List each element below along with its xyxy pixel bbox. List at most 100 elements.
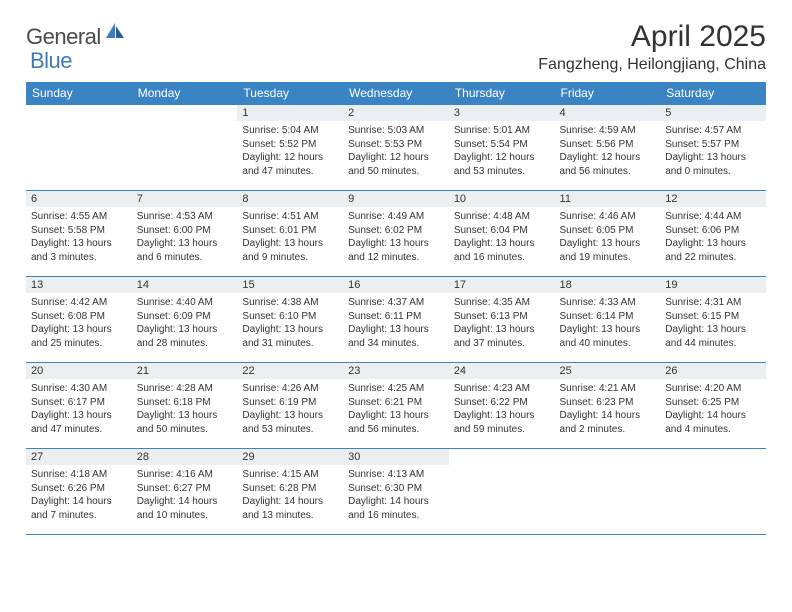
day-cell: 10Sunrise: 4:48 AMSunset: 6:04 PMDayligh… (449, 191, 555, 277)
day-details: Sunrise: 4:15 AMSunset: 6:28 PMDaylight:… (237, 465, 343, 524)
day-cell: 16Sunrise: 4:37 AMSunset: 6:11 PMDayligh… (343, 277, 449, 363)
sunrise-text: Sunrise: 4:59 AM (560, 124, 656, 138)
daylight-text: Daylight: 14 hours and 13 minutes. (242, 495, 338, 522)
daylight-text: Daylight: 13 hours and 53 minutes. (242, 409, 338, 436)
day-cell: 7Sunrise: 4:53 AMSunset: 6:00 PMDaylight… (132, 191, 238, 277)
day-number: 14 (132, 277, 238, 293)
weekday-header: Wednesday (343, 82, 449, 105)
day-number: 17 (449, 277, 555, 293)
sunset-text: Sunset: 5:53 PM (348, 138, 444, 152)
day-number: 30 (343, 449, 449, 465)
sunset-text: Sunset: 5:58 PM (31, 224, 127, 238)
day-number: 7 (132, 191, 238, 207)
day-number: 8 (237, 191, 343, 207)
day-number: 6 (26, 191, 132, 207)
day-details: Sunrise: 4:57 AMSunset: 5:57 PMDaylight:… (660, 121, 766, 180)
sunrise-text: Sunrise: 4:20 AM (665, 382, 761, 396)
sunrise-text: Sunrise: 4:42 AM (31, 296, 127, 310)
daylight-text: Daylight: 12 hours and 50 minutes. (348, 151, 444, 178)
sunset-text: Sunset: 6:15 PM (665, 310, 761, 324)
day-cell (26, 105, 132, 191)
day-number: 3 (449, 105, 555, 121)
sunrise-text: Sunrise: 4:57 AM (665, 124, 761, 138)
weekday-header: Monday (132, 82, 238, 105)
sunrise-text: Sunrise: 4:55 AM (31, 210, 127, 224)
sunrise-text: Sunrise: 5:04 AM (242, 124, 338, 138)
sunrise-text: Sunrise: 4:25 AM (348, 382, 444, 396)
week-row: 6 Sunrise: 4:55 AMSunset: 5:58 PMDaylight… (26, 191, 766, 277)
sunset-text: Sunset: 5:56 PM (560, 138, 656, 152)
day-details: Sunrise: 4:23 AMSunset: 6:22 PMDaylight:… (449, 379, 555, 438)
sunset-text: Sunset: 5:52 PM (242, 138, 338, 152)
day-cell: 4Sunrise: 4:59 AMSunset: 5:56 PMDaylight… (555, 105, 661, 191)
day-cell: 13Sunrise: 4:42 AMSunset: 6:08 PMDayligh… (26, 277, 132, 363)
sunrise-text: Sunrise: 4:46 AM (560, 210, 656, 224)
sunset-text: Sunset: 5:57 PM (665, 138, 761, 152)
sunrise-text: Sunrise: 4:37 AM (348, 296, 444, 310)
day-cell: 3Sunrise: 5:01 AMSunset: 5:54 PMDaylight… (449, 105, 555, 191)
daylight-text: Daylight: 13 hours and 59 minutes. (454, 409, 550, 436)
day-cell: 11Sunrise: 4:46 AMSunset: 6:05 PMDayligh… (555, 191, 661, 277)
day-cell: 22Sunrise: 4:26 AMSunset: 6:19 PMDayligh… (237, 363, 343, 449)
sunrise-text: Sunrise: 4:26 AM (242, 382, 338, 396)
day-details: Sunrise: 4:37 AMSunset: 6:11 PMDaylight:… (343, 293, 449, 352)
daylight-text: Daylight: 13 hours and 56 minutes. (348, 409, 444, 436)
day-number: 1 (237, 105, 343, 121)
sunrise-text: Sunrise: 4:51 AM (242, 210, 338, 224)
day-details: Sunrise: 4:35 AMSunset: 6:13 PMDaylight:… (449, 293, 555, 352)
daylight-text: Daylight: 13 hours and 0 minutes. (665, 151, 761, 178)
sunset-text: Sunset: 6:25 PM (665, 396, 761, 410)
day-number: 29 (237, 449, 343, 465)
day-cell: 25Sunrise: 4:21 AMSunset: 6:23 PMDayligh… (555, 363, 661, 449)
day-number: 4 (555, 105, 661, 121)
brand-text-1: General (26, 24, 101, 50)
daylight-text: Daylight: 14 hours and 2 minutes. (560, 409, 656, 436)
calendar-table: Sunday Monday Tuesday Wednesday Thursday… (26, 82, 766, 535)
day-cell (555, 449, 661, 535)
sunrise-text: Sunrise: 4:48 AM (454, 210, 550, 224)
sunset-text: Sunset: 6:14 PM (560, 310, 656, 324)
daylight-text: Daylight: 13 hours and 40 minutes. (560, 323, 656, 350)
sunrise-text: Sunrise: 4:49 AM (348, 210, 444, 224)
sunset-text: Sunset: 5:54 PM (454, 138, 550, 152)
sunset-text: Sunset: 6:04 PM (454, 224, 550, 238)
daylight-text: Daylight: 13 hours and 3 minutes. (31, 237, 127, 264)
sunrise-text: Sunrise: 4:38 AM (242, 296, 338, 310)
sunrise-text: Sunrise: 4:15 AM (242, 468, 338, 482)
sunrise-text: Sunrise: 4:13 AM (348, 468, 444, 482)
week-row: 27Sunrise: 4:18 AMSunset: 6:26 PMDayligh… (26, 449, 766, 535)
day-cell: 2Sunrise: 5:03 AMSunset: 5:53 PMDaylight… (343, 105, 449, 191)
day-number: 9 (343, 191, 449, 207)
day-cell: 5Sunrise: 4:57 AMSunset: 5:57 PMDaylight… (660, 105, 766, 191)
daylight-text: Daylight: 13 hours and 28 minutes. (137, 323, 233, 350)
week-row: 13Sunrise: 4:42 AMSunset: 6:08 PMDayligh… (26, 277, 766, 363)
daylight-text: Daylight: 13 hours and 44 minutes. (665, 323, 761, 350)
sunrise-text: Sunrise: 4:53 AM (137, 210, 233, 224)
week-row: 20Sunrise: 4:30 AMSunset: 6:17 PMDayligh… (26, 363, 766, 449)
title-block: April 2025 Fangzheng, Heilongjiang, Chin… (538, 20, 766, 74)
day-cell (132, 105, 238, 191)
day-number: 27 (26, 449, 132, 465)
day-details: Sunrise: 5:04 AMSunset: 5:52 PMDaylight:… (237, 121, 343, 180)
day-details: Sunrise: 4:59 AMSunset: 5:56 PMDaylight:… (555, 121, 661, 180)
sunset-text: Sunset: 6:09 PM (137, 310, 233, 324)
daylight-text: Daylight: 12 hours and 47 minutes. (242, 151, 338, 178)
brand-text-2-wrap: Blue (30, 48, 72, 74)
day-details: Sunrise: 4:51 AMSunset: 6:01 PMDaylight:… (237, 207, 343, 266)
day-cell: 15Sunrise: 4:38 AMSunset: 6:10 PMDayligh… (237, 277, 343, 363)
day-cell (660, 449, 766, 535)
sunset-text: Sunset: 6:01 PM (242, 224, 338, 238)
sunset-text: Sunset: 6:18 PM (137, 396, 233, 410)
day-cell: 20Sunrise: 4:30 AMSunset: 6:17 PMDayligh… (26, 363, 132, 449)
sunset-text: Sunset: 6:17 PM (31, 396, 127, 410)
day-details: Sunrise: 4:42 AMSunset: 6:08 PMDaylight:… (26, 293, 132, 352)
daylight-text: Daylight: 14 hours and 10 minutes. (137, 495, 233, 522)
daylight-text: Daylight: 14 hours and 16 minutes. (348, 495, 444, 522)
day-cell: 12Sunrise: 4:44 AMSunset: 6:06 PMDayligh… (660, 191, 766, 277)
sunset-text: Sunset: 6:10 PM (242, 310, 338, 324)
calendar-page: General April 2025 Fangzheng, Heilongjia… (0, 0, 792, 545)
day-cell: 23Sunrise: 4:25 AMSunset: 6:21 PMDayligh… (343, 363, 449, 449)
sunrise-text: Sunrise: 4:18 AM (31, 468, 127, 482)
sunset-text: Sunset: 6:02 PM (348, 224, 444, 238)
day-details: Sunrise: 4:25 AMSunset: 6:21 PMDaylight:… (343, 379, 449, 438)
